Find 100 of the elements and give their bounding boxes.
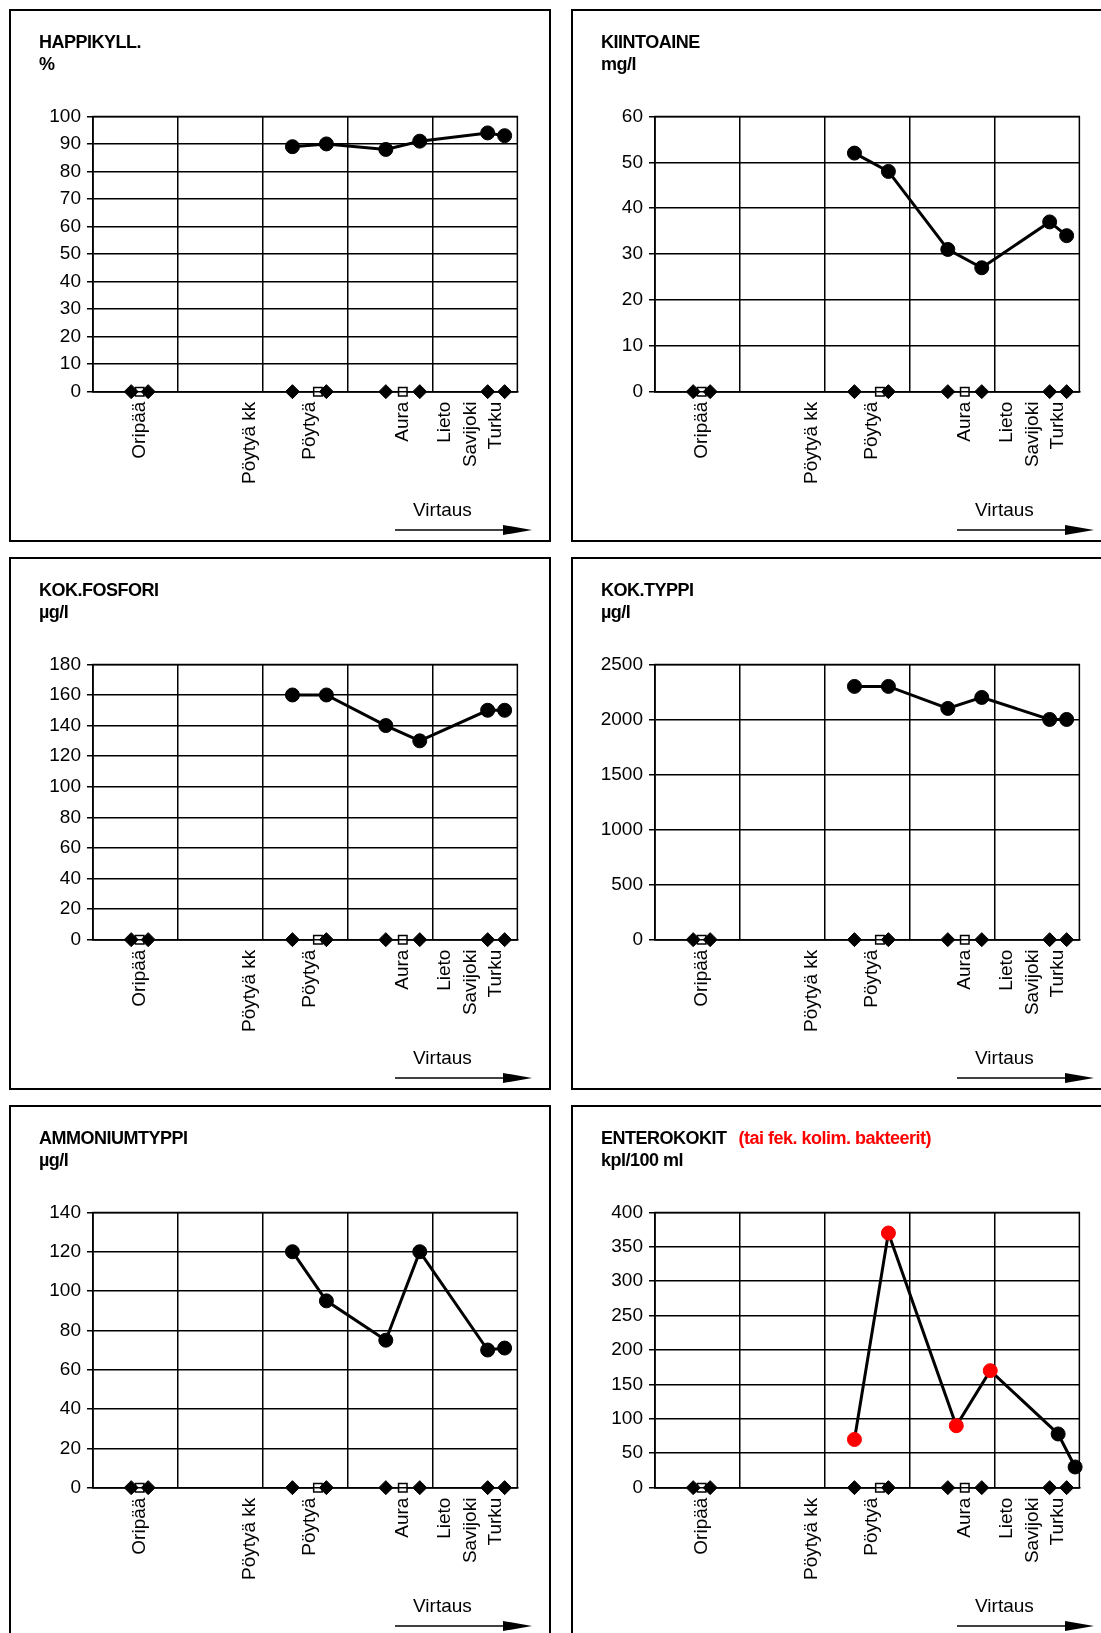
text: Virtaus — [975, 499, 1034, 521]
x-tick-label: Savijoki — [1020, 401, 1042, 468]
y-tick-label: 70 — [59, 187, 81, 209]
chart-title: AMMONIUMTYPPI — [39, 1128, 188, 1148]
y-tick-label: 400 — [611, 1200, 643, 1222]
y-tick-label: 0 — [632, 379, 643, 401]
point — [480, 125, 496, 141]
text: Virtaus — [975, 1595, 1034, 1617]
y-tick-label: 0 — [70, 1475, 81, 1497]
y-tick-label: 2500 — [600, 652, 643, 674]
x-tick-label: Turku — [1046, 401, 1068, 450]
y-tick-label: 80 — [59, 159, 81, 181]
y-tick-label: 100 — [49, 1279, 81, 1301]
y-tick-label: 140 — [49, 1200, 81, 1222]
point — [480, 702, 496, 718]
x-tick-label: Pöytyä — [859, 1497, 881, 1556]
y-tick-label: 20 — [621, 288, 643, 310]
x-tick-label: Oripää — [127, 949, 149, 1007]
y-tick-label: 0 — [70, 927, 81, 949]
point — [959, 386, 970, 397]
chart-title: KOK.FOSFORI — [39, 580, 159, 600]
point — [974, 932, 990, 948]
y-tick-label: 350 — [611, 1235, 643, 1257]
point — [378, 718, 394, 734]
point — [948, 1418, 964, 1434]
y-tick-label: 100 — [611, 1407, 643, 1429]
x-tick-label: Turku — [1046, 1497, 1068, 1546]
y-tick-label: 40 — [59, 269, 81, 291]
x-tick-label: Aura — [391, 1497, 413, 1538]
point — [412, 932, 428, 948]
x-tick-label: Pöytyä — [859, 949, 881, 1008]
x-tick-label: Oripää — [127, 1497, 149, 1555]
point — [685, 1480, 701, 1496]
point — [378, 932, 394, 948]
x-tick-label: Pöytyä kk — [800, 949, 822, 1033]
x-tick-label: Lieto — [995, 1497, 1017, 1539]
x-tick-label: Pöytyä kk — [238, 401, 260, 485]
y-tick-label: 40 — [59, 1397, 81, 1419]
y-tick-label: 160 — [49, 683, 81, 705]
point — [318, 1293, 334, 1309]
point — [1042, 214, 1058, 230]
point — [412, 133, 428, 149]
chart-title: ENTEROKOKIT — [601, 1128, 727, 1148]
point — [378, 1332, 394, 1348]
chart-subtitle: (tai fek. kolim. bakteerit) — [738, 1128, 932, 1148]
point — [702, 1480, 718, 1496]
point — [497, 128, 513, 144]
y-tick-label: 30 — [621, 242, 643, 264]
y-tick-label: 60 — [59, 1357, 81, 1379]
x-tick-label: Savijoki — [458, 401, 480, 468]
y-axis-title: µg/l — [601, 602, 631, 622]
y-tick-label: 40 — [621, 196, 643, 218]
y-tick-label: 90 — [59, 132, 81, 154]
x-tick-label: Pöytyä — [859, 401, 881, 460]
point — [123, 1480, 139, 1496]
y-tick-label: 20 — [59, 1436, 81, 1458]
point — [284, 687, 300, 703]
point — [685, 932, 701, 948]
y-tick-label: 250 — [611, 1303, 643, 1325]
chart-title: HAPPIKYLL. — [39, 32, 142, 52]
text: Virtaus — [975, 1047, 1034, 1069]
point — [123, 932, 139, 948]
y-tick-label: 120 — [49, 744, 81, 766]
y-tick-label: 20 — [59, 897, 81, 919]
y-tick-label: 300 — [611, 1269, 643, 1291]
point — [284, 1244, 300, 1260]
y-axis-title: µg/l — [39, 1150, 69, 1170]
point — [412, 1244, 428, 1260]
point — [397, 934, 408, 945]
point — [940, 1480, 956, 1496]
point — [412, 733, 428, 749]
x-tick-label: Oripää — [689, 401, 711, 459]
y-tick-label: 200 — [611, 1338, 643, 1360]
x-tick-label: Pöytyä kk — [238, 949, 260, 1033]
point — [378, 141, 394, 157]
y-tick-label: 0 — [70, 379, 81, 401]
x-tick-label: Pöytyä kk — [800, 1497, 822, 1581]
x-tick-label: Turku — [484, 949, 506, 998]
y-tick-label: 50 — [59, 242, 81, 264]
x-tick-label: Oripää — [689, 949, 711, 1007]
point — [702, 384, 718, 400]
y-axis-title: % — [39, 54, 55, 74]
y-tick-label: 1500 — [600, 762, 643, 784]
x-tick-label: Pöytyä kk — [238, 1497, 260, 1581]
point — [940, 700, 956, 716]
x-tick-label: Lieto — [433, 949, 455, 991]
point — [397, 1482, 408, 1493]
x-tick-label: Lieto — [995, 949, 1017, 991]
point — [497, 1340, 513, 1356]
y-axis-title: kpl/100 ml — [601, 1150, 684, 1170]
y-tick-label: 60 — [59, 214, 81, 236]
y-tick-label: 150 — [611, 1372, 643, 1394]
point — [480, 1342, 496, 1358]
point — [318, 136, 334, 152]
y-tick-label: 2000 — [600, 707, 643, 729]
x-tick-label: Pöytyä kk — [800, 401, 822, 485]
x-tick-label: Pöytyä — [297, 401, 319, 460]
x-tick-label: Turku — [484, 1497, 506, 1546]
point — [685, 384, 701, 400]
point — [880, 678, 896, 694]
